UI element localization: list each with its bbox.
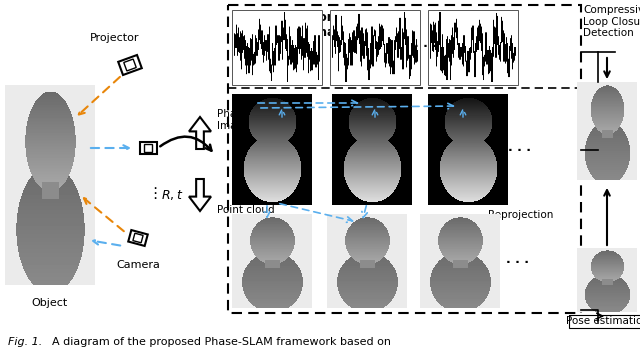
Text: Phase
Image: Phase Image [217,109,250,131]
Bar [330,10,420,85]
Text: Reprojection: Reprojection [488,210,554,220]
Bar [140,142,157,154]
Bar [569,315,640,328]
Text: · · ·: · · · [506,256,529,268]
Bar [133,233,143,243]
Text: Compressive
Loop Closure
Detection: Compressive Loop Closure Detection [583,5,640,38]
Bar [118,55,142,75]
Text: Camera: Camera [116,260,160,270]
Bar [428,10,518,85]
Bar [228,5,581,313]
Text: · · ·: · · · [413,40,436,52]
Bar [128,230,148,246]
Polygon shape [189,117,211,149]
Text: · · ·: · · · [509,143,531,157]
Text: $R,t$: $R,t$ [161,188,184,202]
Text: Fig. 1.: Fig. 1. [8,337,42,347]
Bar [144,144,152,152]
Text: Compressed
Phase Data: Compressed Phase Data [310,11,392,39]
Text: $\vdots$: $\vdots$ [147,185,157,201]
Text: A diagram of the proposed Phase-SLAM framework based on: A diagram of the proposed Phase-SLAM fra… [52,337,391,347]
Text: Pose estimation: Pose estimation [566,316,640,326]
Bar [232,10,322,85]
Polygon shape [189,179,211,211]
Bar [124,59,136,71]
Text: Point cloud: Point cloud [217,205,275,215]
Text: Projector: Projector [90,33,140,43]
Text: Object: Object [32,298,68,308]
